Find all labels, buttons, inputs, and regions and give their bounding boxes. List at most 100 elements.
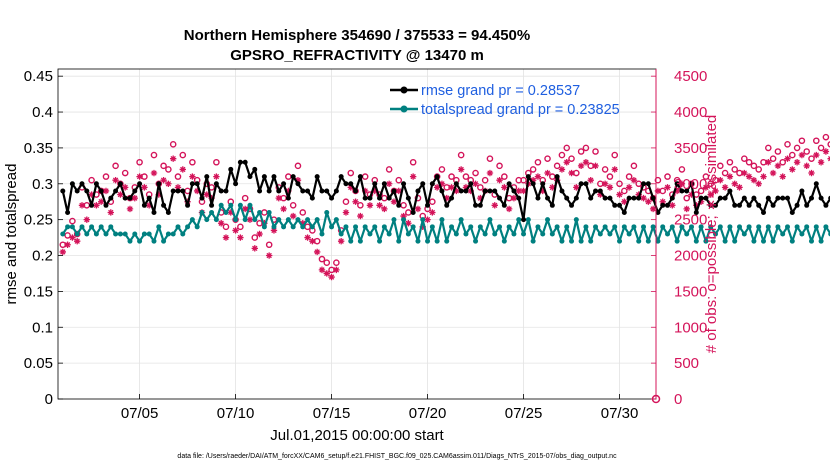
rmse-point (141, 202, 147, 208)
y-tick-label-left: 0.05 (24, 355, 53, 372)
obs-assimilated-point (169, 155, 177, 162)
totalspread-point (161, 238, 167, 244)
obs-possible-point (520, 176, 527, 184)
rmse-point (765, 195, 771, 201)
obs-possible-point (222, 223, 230, 231)
obs-assimilated-point (361, 187, 369, 195)
obs-assimilated-point (448, 184, 455, 191)
legend-rmse-marker (400, 86, 408, 94)
totalspread-point (477, 224, 483, 230)
rmse-point (612, 202, 618, 208)
obs-assimilated-point (299, 220, 306, 227)
obs-possible-point (755, 166, 763, 173)
legend: rmse grand pr = 0.28537 totalspread gran… (390, 83, 620, 118)
totalspread-point (233, 217, 239, 223)
obs-possible-point (822, 133, 830, 141)
rmse-point (386, 195, 392, 201)
obs-possible-point (69, 217, 76, 225)
obs-assimilated-point (789, 166, 796, 173)
obs-assimilated-point (203, 191, 210, 198)
obs-possible-point (347, 169, 355, 177)
rmse-point (209, 202, 215, 208)
obs-possible-point (136, 158, 143, 166)
obs-assimilated-point (97, 198, 105, 205)
obs-possible-point (726, 158, 734, 166)
obs-assimilated-point (246, 216, 254, 223)
rmse-point (708, 202, 714, 208)
obs-assimilated-point (78, 202, 86, 209)
legend-spread-marker (400, 105, 408, 113)
rmse-point (506, 181, 512, 187)
rmse-point (338, 174, 344, 180)
rmse-point (521, 217, 527, 223)
y-tick-label-left: 0.45 (24, 68, 53, 85)
y-tick-label-right: 3500 (674, 140, 707, 157)
obs-possible-point (827, 141, 830, 148)
obs-assimilated-point (702, 184, 710, 191)
y-tick-label-left: 0.4 (32, 104, 53, 121)
y-tick-label-left: 0.35 (24, 140, 53, 157)
obs-assimilated-point (664, 184, 671, 191)
obs-assimilated-point (265, 252, 273, 259)
obs-assimilated-point (285, 187, 292, 195)
rmse-point (276, 188, 282, 194)
obs-possible-point (342, 198, 350, 206)
totalspread-point (621, 224, 627, 230)
obs-possible-point (112, 162, 119, 170)
rmse-point (266, 188, 272, 194)
totalspread-point (84, 231, 90, 237)
obs-assimilated-point (304, 234, 311, 241)
obs-possible-point (160, 162, 167, 170)
obs-possible-point (731, 166, 739, 173)
totalspread-point (237, 202, 243, 208)
y-tick-label-right: 1500 (674, 283, 707, 300)
obs-possible-point (241, 194, 249, 202)
rmse-point (93, 181, 99, 187)
totalspread-point (453, 231, 459, 237)
obs-assimilated-point (241, 205, 249, 213)
rmse-point (737, 202, 743, 208)
rmse-point (689, 181, 695, 187)
y-tick-label-right: 4500 (674, 68, 707, 85)
totalspread-point (65, 224, 71, 230)
x-axis-label: Jul.01,2015 00:00:00 start (270, 427, 444, 444)
obs-assimilated-point (649, 205, 657, 213)
obs-assimilated-point (222, 234, 230, 241)
obs-assimilated-point (462, 184, 470, 191)
rmse-point (271, 174, 277, 180)
totalspread-point (789, 238, 795, 244)
obs-possible-point (717, 162, 724, 170)
obs-assimilated-point (289, 212, 297, 220)
totalspread-point (391, 217, 397, 223)
obs-assimilated-point (558, 166, 566, 173)
totalspread-point (703, 238, 709, 244)
rmse-point (511, 188, 517, 194)
rmse-point (425, 202, 431, 208)
obs-possible-point (611, 151, 619, 159)
rmse-point (794, 202, 800, 208)
totalspread-series-line (61, 204, 830, 243)
rmse-point (573, 195, 579, 201)
totalspread-point (530, 238, 536, 244)
rmse-point (554, 174, 560, 180)
obs-assimilated-point (486, 169, 494, 177)
y-tick-label-left: 0.25 (24, 212, 53, 229)
obs-assimilated-point (745, 173, 753, 180)
totalspread-point (324, 209, 330, 215)
totalspread-point (492, 231, 498, 237)
obs-assimilated-point (160, 176, 167, 184)
obs-assimilated-point (208, 194, 215, 202)
totalspread-point (338, 231, 344, 237)
totalspread-point (713, 231, 719, 237)
rmse-point (357, 174, 363, 180)
totalspread-point (194, 224, 200, 230)
totalspread-point (305, 217, 311, 223)
obs-assimilated-point (88, 191, 95, 198)
obs-assimilated-point (640, 194, 647, 202)
obs-assimilated-point (505, 205, 513, 213)
rmse-point (170, 188, 176, 194)
totalspread-point (396, 238, 402, 244)
totalspread-point (122, 231, 128, 237)
ticks: 07/05 07/10 07/15 07/20 07/25 07/30 0 0.05 0.1 0.… (24, 68, 708, 422)
y-tick-label-right: 2000 (674, 248, 707, 265)
